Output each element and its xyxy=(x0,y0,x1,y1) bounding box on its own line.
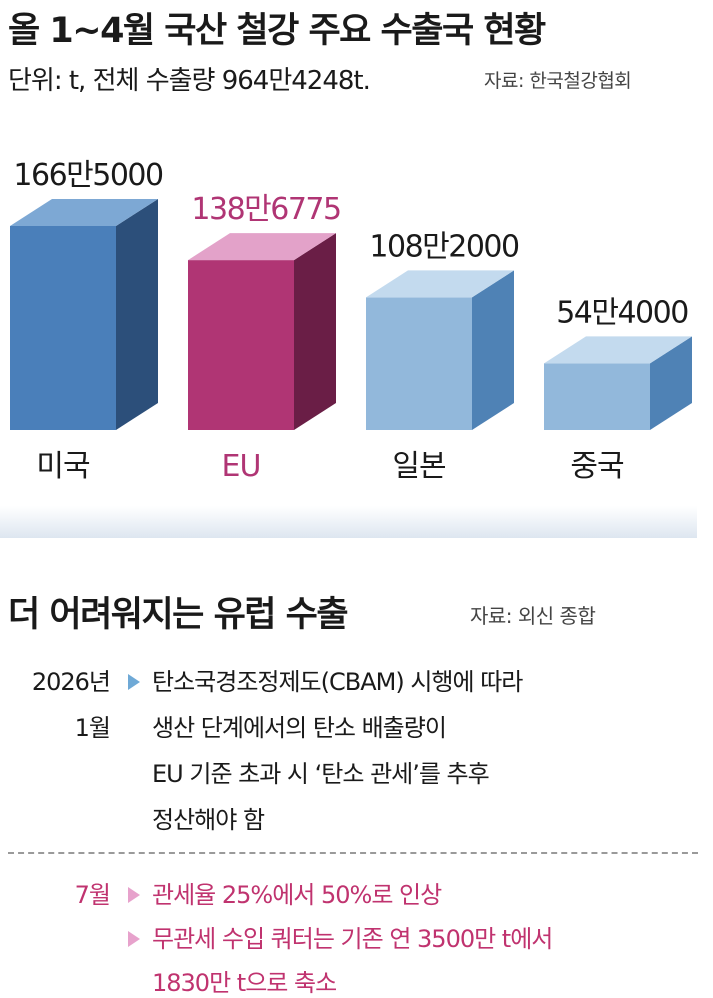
bar-group: 54만4000 중국 xyxy=(544,295,692,484)
bullet-text-line: 1830만 t으로 축소 xyxy=(152,969,337,997)
bullet-text-line: 무관세 수입 쿼터는 기존 연 3500만 t에서 xyxy=(152,925,553,953)
bullet-text-line: 관세율 25%에서 50%로 인상 xyxy=(152,881,442,909)
category-label: EU xyxy=(222,449,261,484)
section-divider-band xyxy=(0,506,697,538)
bar-group: 138만6775 EU xyxy=(188,192,342,484)
bullet-text-line: EU 기준 초과 시 ‘탄소 관세’를 추후 xyxy=(152,760,490,788)
bullet-text-line: 정산해야 함 xyxy=(152,806,265,834)
bar-value-label: 138만6775 xyxy=(191,192,340,227)
timeline-date-line: 2026년 xyxy=(31,668,111,696)
bar-top-face xyxy=(188,233,336,261)
bar xyxy=(366,297,472,430)
category-label: 미국 xyxy=(36,449,90,484)
bar-value-label: 108만2000 xyxy=(369,229,519,264)
unit-subtitle: 단위: t, 전체 수출량 964만4248t. xyxy=(8,66,371,96)
category-label: 일본 xyxy=(392,449,445,484)
bar xyxy=(544,363,650,430)
bar-top-face xyxy=(10,199,158,226)
bar-value-label: 54만4000 xyxy=(556,295,688,330)
infographic-title: 올 1~4월 국산 철강 주요 수출국 현황 xyxy=(8,11,546,51)
bar-group: 166만5000 미국 xyxy=(10,158,165,484)
bar-side-face xyxy=(650,336,692,430)
bullet-triangle-icon xyxy=(128,931,140,947)
bar xyxy=(10,226,116,430)
source-top: 자료: 한국철강협회 xyxy=(484,70,632,92)
dashed-divider xyxy=(8,852,698,854)
bullet-text-line: 생산 단계에서의 탄소 배출량이 xyxy=(152,714,447,742)
timeline-date-line: 7월 xyxy=(74,881,111,909)
bar-top-face xyxy=(544,336,692,364)
category-label: 중국 xyxy=(570,449,624,484)
bar xyxy=(188,260,294,430)
export-bar-chart: 166만5000 미국 138만6775 EU 108만2000 일본 54만4000 중국 xyxy=(10,158,692,484)
bullet-triangle-icon xyxy=(128,674,140,690)
bullet-triangle-icon xyxy=(128,887,140,903)
bar-side-face xyxy=(116,199,158,430)
bar-side-face xyxy=(294,233,336,430)
bar-side-face xyxy=(472,270,514,430)
bar-value-label: 166만5000 xyxy=(13,158,163,193)
bar-group: 108만2000 일본 xyxy=(366,229,521,484)
bar-top-face xyxy=(366,270,514,298)
bullet-text-line: 탄소국경조정제도(CBAM) 시행에 따라 xyxy=(152,668,523,696)
section2-source: 자료: 외신 종합 xyxy=(470,604,596,628)
timeline-date-line: 1월 xyxy=(74,714,111,742)
section2-title: 더 어려워지는 유럽 수출 xyxy=(8,595,349,635)
